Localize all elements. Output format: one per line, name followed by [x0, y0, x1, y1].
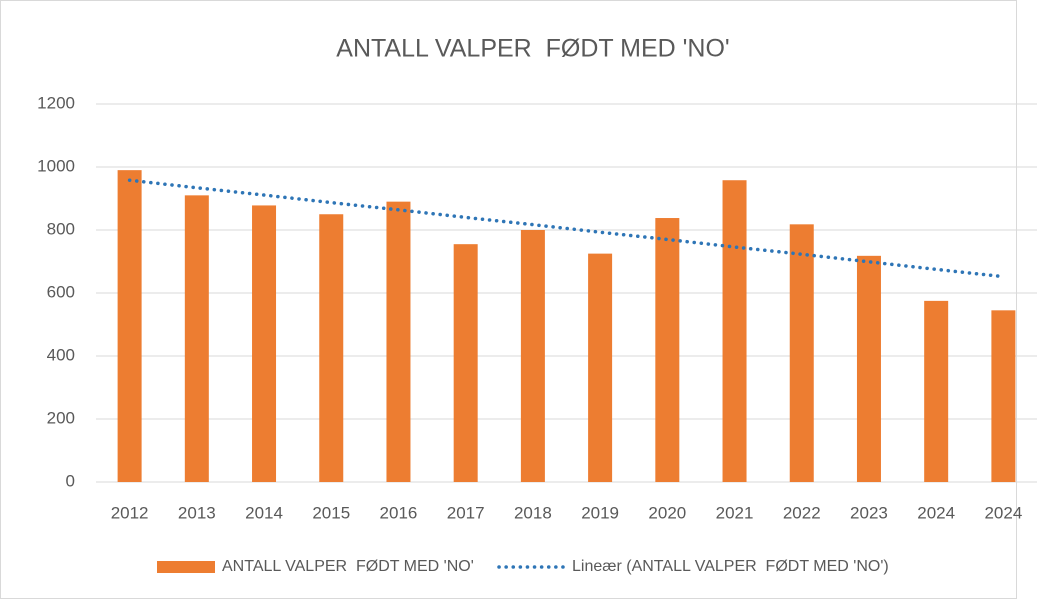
- y-tick-label: 200: [47, 408, 75, 427]
- bar: [991, 310, 1016, 482]
- legend-swatch: [157, 561, 215, 573]
- bar: [252, 205, 277, 482]
- x-tick-label: 2019: [581, 503, 619, 522]
- bar: [789, 224, 814, 482]
- x-tick-label: 2020: [648, 503, 686, 522]
- bar: [117, 170, 142, 482]
- x-tick-label: 2023: [850, 503, 888, 522]
- bar: [722, 180, 747, 483]
- x-tick-label: 2024: [917, 503, 955, 522]
- bar: [184, 195, 209, 482]
- bar: [856, 255, 881, 482]
- legend-label: Lineær (ANTALL VALPER FØDT MED 'NO'): [572, 558, 889, 575]
- x-tick-label: 2016: [380, 503, 418, 522]
- x-tick-label: 2015: [312, 503, 350, 522]
- y-tick-label: 1000: [37, 156, 75, 175]
- x-tick-label: 2024: [984, 503, 1022, 522]
- y-tick-label: 400: [47, 345, 75, 364]
- bar: [655, 218, 680, 482]
- y-tick-label: 0: [66, 471, 75, 490]
- x-tick-label: 2017: [447, 503, 485, 522]
- bar: [520, 230, 545, 482]
- bar: [319, 214, 344, 482]
- trend-line: [127, 178, 1006, 279]
- bar: [386, 201, 411, 482]
- x-tick-label: 2013: [178, 503, 216, 522]
- chart-title: ANTALL VALPER FØDT MED 'NO': [336, 35, 729, 63]
- x-tick-label: 2021: [716, 503, 754, 522]
- chart-frame: [0, 0, 1017, 599]
- x-tick-label: 2012: [111, 503, 149, 522]
- bar: [453, 244, 478, 482]
- bar: [588, 253, 613, 482]
- x-tick-label: 2022: [783, 503, 821, 522]
- x-tick-label: 2014: [245, 503, 283, 522]
- y-tick-label: 1200: [37, 93, 75, 112]
- legend-label: ANTALL VALPER FØDT MED 'NO': [222, 558, 474, 575]
- x-tick-label: 2018: [514, 503, 552, 522]
- bar: [924, 300, 949, 482]
- y-tick-label: 800: [47, 219, 75, 238]
- y-tick-label: 600: [47, 282, 75, 301]
